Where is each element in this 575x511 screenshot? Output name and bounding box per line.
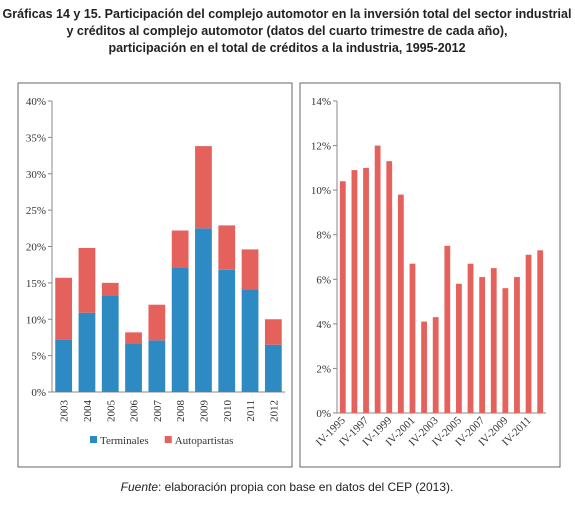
- legend-swatch: [90, 436, 97, 443]
- bar-segment: [125, 332, 142, 344]
- y-tick-label: 5%: [31, 351, 46, 363]
- bar-segment: [55, 277, 73, 340]
- x-tick-label: 2009: [198, 400, 210, 423]
- bar: [537, 250, 544, 413]
- legend-swatch: [164, 436, 172, 443]
- y-tick-label: 30%: [26, 169, 46, 181]
- y-tick-label: 15%: [26, 278, 46, 290]
- bar: [490, 268, 497, 413]
- bar-segment: [101, 282, 119, 296]
- y-tick-label: 6%: [316, 274, 331, 286]
- x-tick-label: 2011: [245, 400, 257, 422]
- bar-segment: [171, 230, 189, 268]
- bar-segment: [171, 267, 189, 392]
- y-tick-label: 10%: [311, 185, 331, 197]
- bar: [351, 170, 358, 413]
- bar-segment: [264, 319, 282, 345]
- bar-segment: [241, 249, 259, 290]
- y-tick-label: 20%: [26, 242, 46, 254]
- bar: [467, 263, 474, 413]
- bar-segment: [148, 340, 166, 392]
- bar: [444, 245, 451, 413]
- bar-segment: [195, 228, 212, 392]
- bar: [456, 283, 462, 413]
- bar-segment: [218, 225, 236, 270]
- bar: [479, 277, 486, 413]
- bar: [374, 145, 381, 414]
- x-tick-label: 2008: [175, 400, 187, 423]
- bar-segment: [125, 343, 142, 392]
- source-label: Fuente: [121, 480, 159, 494]
- bar-segment: [195, 146, 212, 229]
- x-tick-label: 2007: [152, 400, 164, 423]
- bar-segment: [241, 289, 259, 392]
- x-tick-label: 2012: [268, 400, 280, 422]
- bar-segment: [55, 339, 73, 392]
- x-tick-label: 2006: [129, 400, 141, 423]
- source: Fuente: elaboración propia con base en d…: [121, 480, 454, 494]
- y-tick-label: 0%: [31, 387, 46, 399]
- bar-segment: [218, 269, 236, 392]
- y-tick-label: 10%: [26, 314, 46, 326]
- y-tick-label: 2%: [316, 363, 331, 375]
- frame: [299, 82, 561, 468]
- y-tick-label: 35%: [26, 132, 46, 144]
- x-tick-label: 2004: [82, 400, 94, 423]
- x-tick-label: 2010: [222, 400, 234, 423]
- bar: [363, 167, 369, 413]
- bar: [514, 277, 520, 413]
- bar-segment: [101, 295, 119, 392]
- y-tick-label: 14%: [311, 96, 331, 108]
- bar: [525, 254, 532, 413]
- title-line: participación en el total de créditos a …: [108, 41, 465, 55]
- bar: [397, 194, 404, 413]
- x-tick-label: 2003: [59, 400, 71, 423]
- y-tick-label: 40%: [26, 96, 46, 108]
- bar: [421, 321, 427, 413]
- x-tick-label: 2005: [105, 400, 117, 423]
- bar-segment: [78, 312, 96, 392]
- bar: [386, 161, 393, 413]
- y-tick-label: 4%: [316, 319, 331, 331]
- bar: [339, 181, 346, 413]
- bar-segment: [78, 247, 96, 313]
- bar: [409, 263, 416, 413]
- source-text: : elaboración propia con base en datos d…: [158, 480, 453, 494]
- title-line: y créditos al complejo automotor (datos …: [66, 24, 507, 38]
- legend-label: Autopartistas: [175, 435, 234, 447]
- title-line: Gráficas 14 y 15. Participación del comp…: [3, 7, 572, 21]
- y-tick-label: 12%: [311, 141, 331, 153]
- y-tick-label: 25%: [26, 205, 46, 217]
- bar: [502, 288, 509, 413]
- y-tick-label: 0%: [316, 408, 331, 420]
- bar-segment: [148, 304, 166, 341]
- bar-segment: [264, 344, 282, 392]
- frame: [17, 82, 293, 468]
- y-tick-label: 8%: [316, 230, 331, 242]
- bar: [432, 317, 439, 413]
- legend-label: Terminales: [100, 435, 149, 447]
